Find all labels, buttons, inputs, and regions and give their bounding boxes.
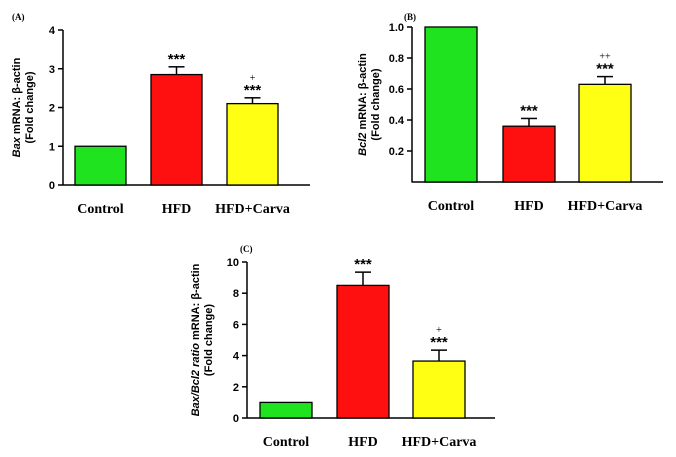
y-axis-label: Bcl2 mRNA: β-actin (357, 53, 369, 156)
y-axis-label-gene: Bax/Bcl2 ratio (190, 343, 202, 417)
y-axis-label-gene: Bax (11, 136, 23, 157)
significance-plus: + (436, 325, 442, 336)
x-category-label: HFD+Carva (568, 199, 643, 214)
bar-hfd-carva (226, 102, 279, 186)
y-axis-label: Bax/Bcl2 ratio mRNA: β-actin (190, 263, 202, 416)
significance-stars: *** (354, 256, 372, 273)
bar-control (74, 145, 127, 186)
y-axis-label-rest: mRNA: β-actin (357, 53, 369, 133)
y-axis-label: Bax mRNA: β-actin (11, 57, 23, 157)
x-category-label: HFD (162, 202, 192, 217)
x-category-label: HFD+Carva (215, 202, 290, 217)
y-axis-label-line2: (Fold change) (203, 304, 215, 376)
y-tick-label: 1.0 (389, 22, 404, 34)
y-tick-label: 0 (233, 413, 239, 425)
y-tick-label: 0.2 (389, 146, 404, 158)
y-tick-label: 6 (233, 319, 239, 331)
significance-plus: + (250, 73, 256, 84)
x-category-label: Control (428, 199, 475, 214)
y-tick-label: 1 (49, 141, 55, 153)
x-category-label: HFD+Carva (402, 435, 477, 450)
y-axis-label-rest: mRNA: β-actin (11, 57, 23, 137)
y-tick-label: 4 (49, 25, 56, 37)
bar-control (259, 401, 313, 419)
bar-hfd (336, 284, 390, 419)
bar-control (424, 26, 478, 183)
x-category-label: HFD (348, 435, 378, 450)
panel-label: (B) (404, 12, 416, 22)
y-tick-label: 0.6 (389, 84, 404, 96)
bar-hfd (150, 73, 203, 186)
y-tick-label: 0.8 (389, 53, 404, 65)
x-category-label: HFD (514, 199, 544, 214)
significance-stars: *** (520, 102, 538, 119)
significance-stars: *** (168, 51, 186, 68)
bar-hfd (502, 125, 556, 183)
x-category-label: Control (77, 202, 124, 217)
significance-stars: *** (430, 334, 448, 351)
significance-stars: *** (244, 82, 262, 99)
chart-panel-c: (C) 0 2 4 6 8 10 Bax/Bcl2 ratio mRNA: β-actin (F… (190, 244, 495, 450)
y-tick-label: 2 (233, 382, 239, 394)
bar-hfd-carva (412, 360, 466, 419)
y-axis-label-rest: mRNA: β-actin (190, 263, 202, 343)
y-tick-label: 10 (227, 257, 239, 269)
y-tick-label: 0.4 (389, 115, 405, 127)
y-tick-label: 0 (49, 180, 55, 192)
chart-panel-b: (B) 0.2 0.4 0.6 0.8 1.0 Bcl2 mRNA: β-actin (Fol… (357, 12, 663, 214)
y-axis-label-line2: (Fold change) (370, 68, 382, 140)
y-tick-label: 2 (49, 103, 55, 115)
x-category-label: Control (263, 435, 310, 450)
y-tick-label: 8 (233, 288, 239, 300)
y-tick-label: 3 (49, 64, 55, 76)
significance-plus: ++ (599, 52, 611, 63)
y-axis-label-line2: (Fold change) (24, 71, 36, 143)
bar-hfd-carva (578, 83, 632, 183)
panel-label: (A) (12, 12, 25, 22)
y-axis-label-gene: Bcl2 (357, 133, 369, 156)
y-tick-label: 4 (233, 351, 240, 363)
chart-panel-a: (A) 0 1 2 3 4 Bax mRNA: β-actin (Fold change) Co… (11, 12, 310, 217)
significance-stars: *** (596, 61, 614, 78)
panel-label: (C) (240, 244, 253, 254)
